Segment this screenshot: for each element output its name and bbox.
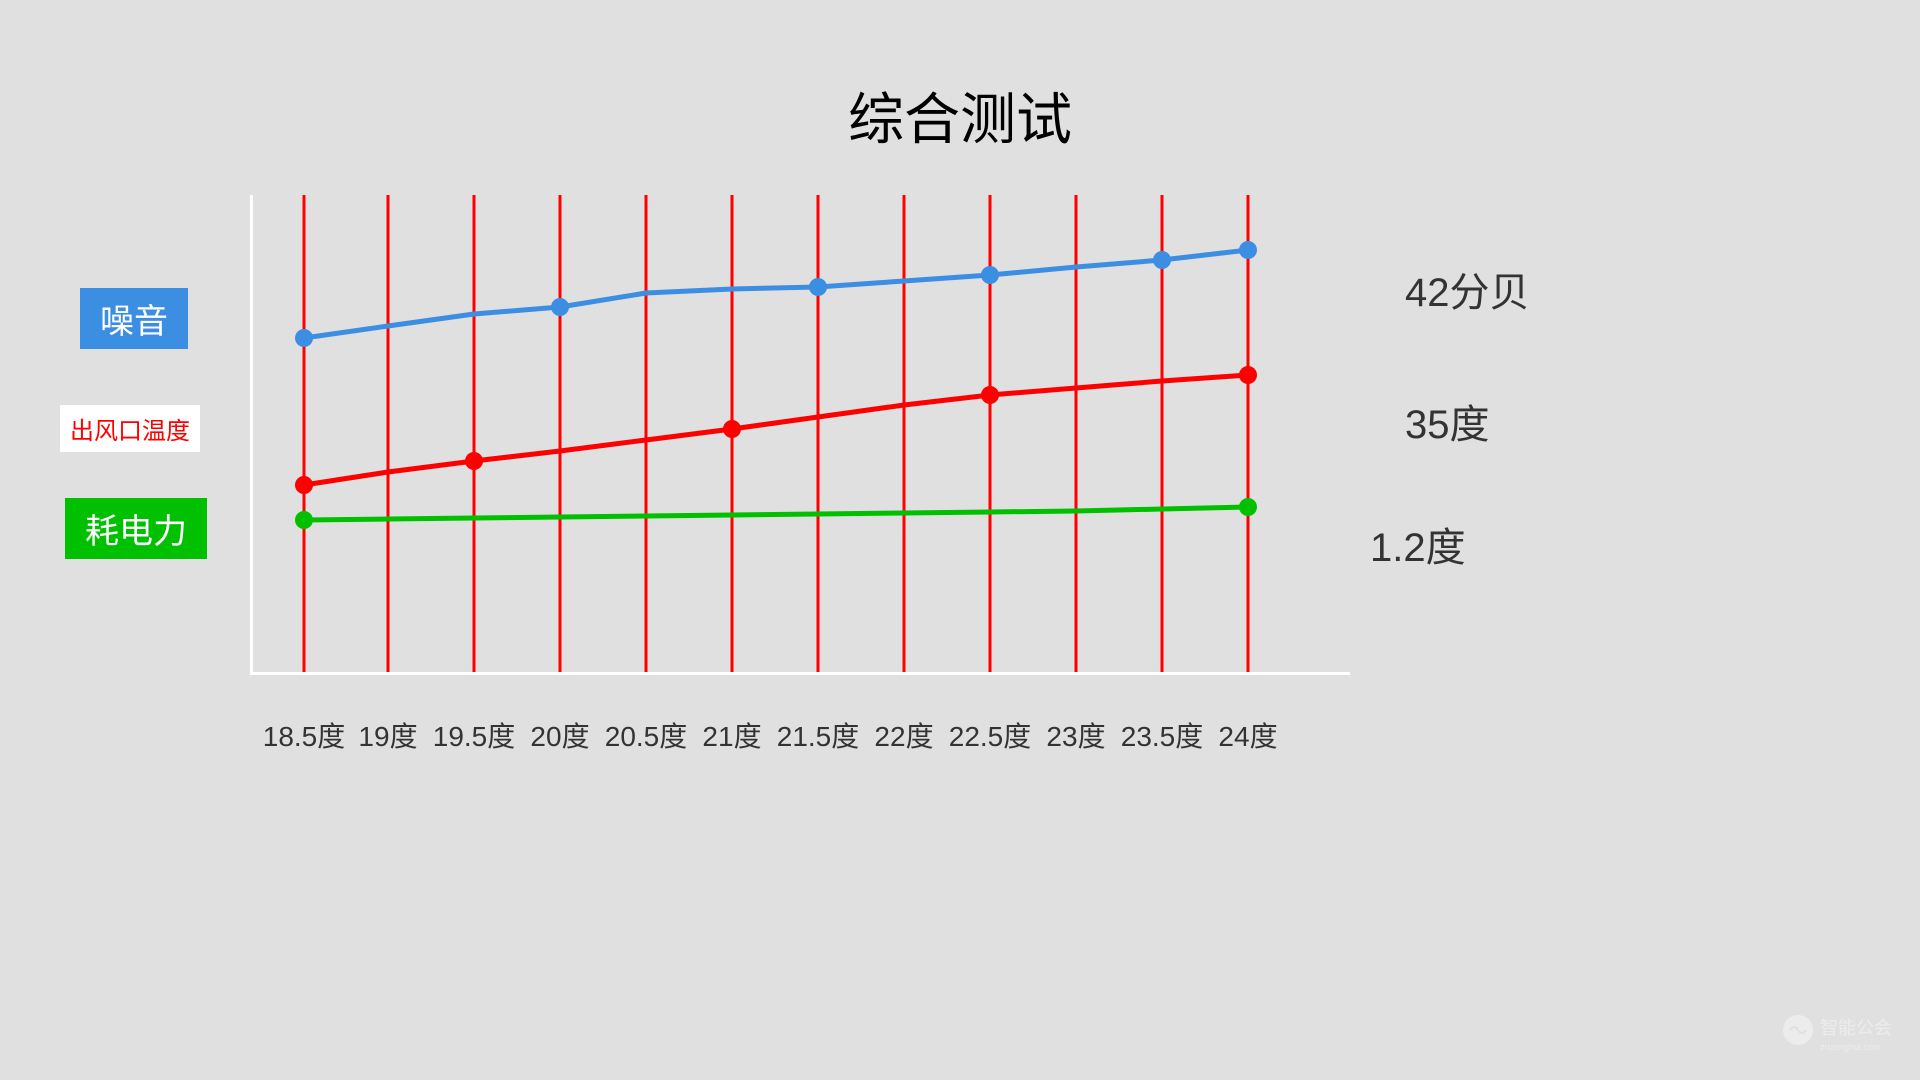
x-axis-label: 20度	[530, 715, 589, 755]
chart-plot-area	[250, 195, 1350, 675]
series-marker-outlet_temp	[1239, 366, 1257, 384]
x-axis-label: 23度	[1046, 715, 1105, 755]
series-marker-outlet_temp	[981, 386, 999, 404]
x-axis-label: 19.5度	[433, 715, 516, 755]
watermark-text: 智能公会	[1820, 1018, 1892, 1038]
legend-power: 耗电力	[65, 498, 207, 559]
value-label-power: 1.2度	[1370, 515, 1466, 573]
x-axis-label: 22度	[874, 715, 933, 755]
series-marker-power	[295, 511, 313, 529]
x-axis-label: 21.5度	[777, 715, 860, 755]
series-marker-noise	[1153, 251, 1171, 269]
chart-title: 综合测试	[0, 75, 1920, 156]
x-axis-label: 23.5度	[1121, 715, 1204, 755]
x-axis-label: 18.5度	[263, 715, 346, 755]
series-marker-noise	[551, 298, 569, 316]
series-marker-outlet_temp	[295, 476, 313, 494]
watermark-sub: znzonghui.com	[1820, 1042, 1881, 1052]
series-marker-power	[1239, 498, 1257, 516]
x-axis-label: 19度	[358, 715, 417, 755]
x-axis-label: 21度	[702, 715, 761, 755]
series-marker-noise	[981, 266, 999, 284]
x-axis-label: 24度	[1218, 715, 1277, 755]
legend-outlet_temp: 出风口温度	[60, 405, 200, 452]
legend-noise: 噪音	[80, 288, 188, 349]
series-marker-outlet_temp	[465, 452, 483, 470]
x-axis-label: 22.5度	[949, 715, 1032, 755]
watermark-logo: 智能公会 znzonghui.com	[1780, 1010, 1900, 1065]
x-axis-label: 20.5度	[605, 715, 688, 755]
series-marker-outlet_temp	[723, 420, 741, 438]
chart-svg	[250, 195, 1350, 675]
series-marker-noise	[809, 278, 827, 296]
series-line-power	[304, 507, 1248, 520]
value-label-noise: 42分贝	[1405, 260, 1530, 318]
value-label-outlet_temp: 35度	[1405, 392, 1490, 450]
series-line-noise	[304, 250, 1248, 338]
series-marker-noise	[1239, 241, 1257, 259]
series-line-outlet_temp	[304, 375, 1248, 485]
series-marker-noise	[295, 329, 313, 347]
